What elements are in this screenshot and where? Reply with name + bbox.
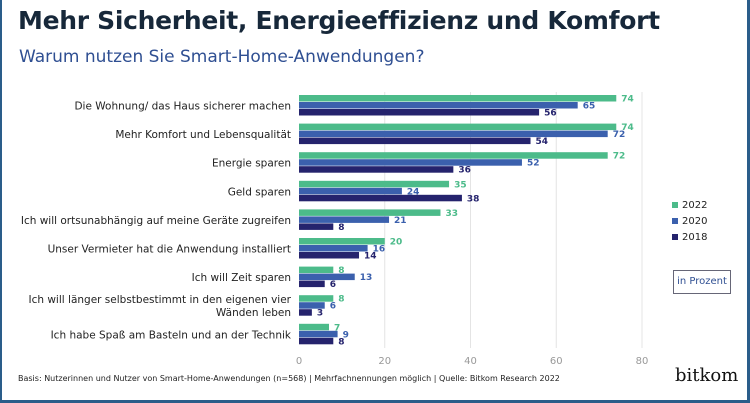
bar-2018 — [299, 223, 334, 230]
bar-2020 — [299, 330, 338, 338]
data-label: 65 — [583, 102, 596, 112]
data-label: 8 — [338, 337, 344, 347]
legend-swatch — [672, 234, 678, 240]
bitkom-logo: bitkom — [675, 365, 739, 386]
unit-note: in Prozent — [673, 270, 731, 294]
bar-2022 — [299, 266, 334, 274]
bar-2022 — [299, 323, 330, 331]
bar-2020 — [299, 245, 368, 252]
bar-2020 — [299, 216, 390, 223]
bar-2022 — [299, 209, 441, 216]
bar-2020 — [299, 102, 578, 109]
legend-label: 2022 — [682, 199, 708, 211]
bar-2018 — [299, 252, 360, 259]
data-label: 35 — [454, 180, 467, 190]
data-label: 8 — [338, 295, 344, 305]
x-tick-label: 40 — [464, 356, 477, 367]
data-label: 6 — [330, 302, 336, 312]
category-label: Geld sparen — [228, 186, 291, 198]
category-label: Ich will Zeit sparen — [192, 272, 291, 284]
data-label: 38 — [467, 194, 480, 204]
data-label: 74 — [621, 123, 634, 133]
category-label: Mehr Komfort und Lebensqualität — [115, 129, 291, 141]
legend-label: 2018 — [682, 231, 708, 243]
data-label: 8 — [338, 223, 344, 233]
bar-2022 — [299, 238, 385, 245]
category-label: Ich habe Spaß am Basteln und an der Tech… — [51, 329, 292, 341]
x-tick-label: 60 — [550, 356, 563, 367]
bar-2018 — [299, 309, 312, 316]
legend-item: 2022 — [672, 197, 707, 213]
bar-2020 — [299, 159, 522, 166]
bar-2022 — [299, 180, 450, 188]
data-label: 74 — [621, 95, 634, 105]
data-label: 72 — [613, 152, 626, 162]
bar-2018 — [299, 194, 462, 202]
category-label: Ich will länger selbstbestimmt in den ei… — [28, 294, 291, 306]
x-tick-label: 0 — [296, 356, 302, 367]
x-tick-label: 80 — [636, 356, 649, 367]
chart-title: Mehr Sicherheit, Energieeffizienz und Ko… — [18, 6, 660, 35]
bar-2018 — [299, 337, 334, 345]
data-label: 16 — [373, 245, 386, 255]
data-label: 9 — [343, 330, 349, 340]
legend-item: 2020 — [672, 213, 707, 229]
bar-2022 — [299, 123, 617, 131]
bar-2018 — [299, 280, 325, 288]
data-label: 6 — [330, 280, 336, 290]
data-label: 24 — [407, 187, 420, 197]
data-label: 14 — [364, 252, 377, 262]
legend-swatch — [672, 202, 678, 208]
bar-2022 — [299, 95, 617, 102]
legend-swatch — [672, 218, 678, 224]
bar-2018 — [299, 137, 531, 145]
chart-subtitle: Warum nutzen Sie Smart-Home-Anwendungen? — [19, 47, 425, 67]
data-label: 3 — [317, 309, 323, 319]
bar-2018 — [299, 109, 540, 116]
bar-2020 — [299, 187, 402, 195]
data-label: 54 — [536, 137, 549, 147]
data-label: 56 — [544, 109, 557, 119]
legend-item: 2018 — [672, 229, 707, 245]
data-label: 33 — [445, 209, 458, 219]
bar-2020 — [299, 273, 355, 281]
bar-2018 — [299, 166, 454, 173]
data-label: 8 — [338, 266, 344, 276]
x-tick-label: 20 — [378, 356, 391, 367]
data-label: 21 — [394, 216, 407, 226]
bar-2022 — [299, 152, 608, 159]
category-label: Ich will ortsunabhängig auf meine Geräte… — [21, 215, 291, 227]
data-label: 72 — [613, 130, 626, 140]
category-label: Energie sparen — [212, 158, 291, 170]
bar-2022 — [299, 295, 334, 302]
data-label: 7 — [334, 323, 340, 333]
bar-2020 — [299, 130, 608, 138]
category-label: Die Wohnung/ das Haus sicherer machen — [74, 101, 291, 113]
footnote: Basis: Nutzerinnen und Nutzer von Smart-… — [18, 374, 560, 383]
data-label: 52 — [527, 159, 540, 169]
data-label: 13 — [360, 273, 373, 283]
legend-label: 2020 — [682, 215, 708, 227]
legend: 2022 2020 2018 — [672, 197, 707, 245]
data-label: 36 — [458, 166, 471, 176]
data-label: 20 — [390, 238, 403, 248]
bar-2020 — [299, 302, 325, 309]
category-label: Unser Vermieter hat die Anwendung instal… — [48, 244, 291, 256]
category-label: Wänden leben — [216, 307, 291, 319]
